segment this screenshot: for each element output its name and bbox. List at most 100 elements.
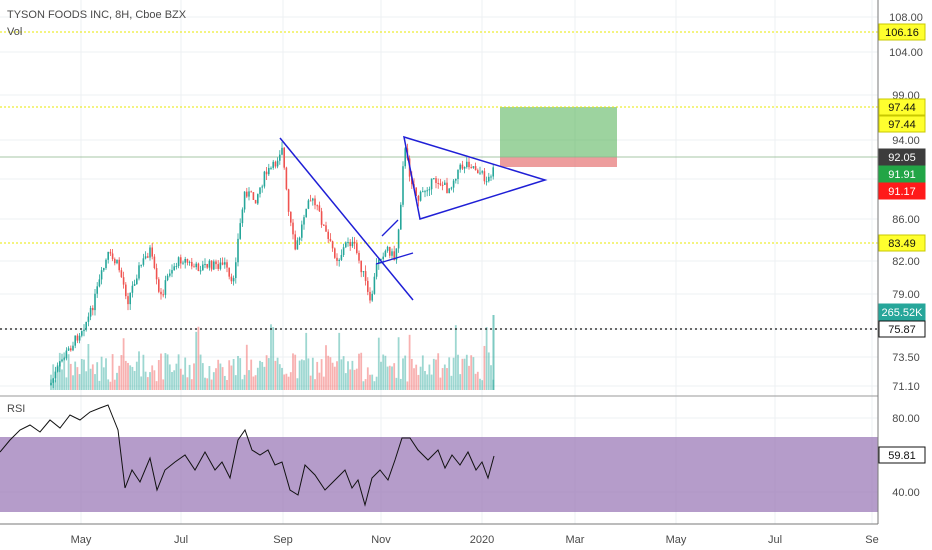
candle-body bbox=[305, 208, 307, 218]
volume-bar bbox=[452, 357, 455, 390]
volume-bar bbox=[435, 359, 437, 390]
volume-bar bbox=[318, 372, 321, 390]
candle-body bbox=[415, 187, 417, 196]
candle-body bbox=[89, 307, 92, 317]
candle-body bbox=[221, 262, 224, 265]
candle-body bbox=[362, 271, 365, 273]
volume-bar bbox=[210, 379, 213, 390]
volume-bar bbox=[199, 354, 202, 390]
candle-body bbox=[331, 241, 334, 249]
volume-bar bbox=[259, 360, 261, 390]
candle-body bbox=[180, 257, 182, 264]
candle-body bbox=[158, 279, 160, 292]
volume-label: Vol bbox=[7, 26, 22, 38]
channel-line-upper[interactable] bbox=[381, 219, 399, 237]
downtrend-line[interactable] bbox=[279, 137, 414, 301]
target-zone[interactable] bbox=[500, 107, 617, 157]
candle-body bbox=[215, 261, 217, 265]
candle-body bbox=[195, 263, 197, 268]
candle-body bbox=[468, 161, 470, 168]
trendlines[interactable] bbox=[279, 135, 548, 301]
volume-bar bbox=[404, 355, 407, 390]
volume-bar bbox=[342, 356, 345, 390]
volume-bar bbox=[54, 379, 57, 390]
volume-bar bbox=[386, 366, 389, 390]
volume-bar bbox=[408, 334, 411, 390]
candle-body bbox=[283, 147, 285, 168]
volume-bar bbox=[124, 360, 127, 390]
candle-body bbox=[481, 171, 483, 173]
candle-body bbox=[404, 148, 406, 167]
stop-zone[interactable] bbox=[500, 157, 617, 167]
volume-bar bbox=[287, 376, 290, 390]
candle-body bbox=[239, 223, 241, 239]
triangle-pattern[interactable] bbox=[403, 135, 548, 220]
volume-bar bbox=[320, 359, 323, 390]
volume-bar bbox=[426, 374, 429, 390]
candle-body bbox=[318, 205, 321, 212]
volume-bar bbox=[131, 366, 134, 390]
candle-body bbox=[105, 259, 107, 269]
candle-body bbox=[118, 259, 120, 271]
price-tick-label: 104.00 bbox=[889, 47, 923, 59]
candle-body bbox=[171, 270, 173, 274]
candle-body bbox=[320, 211, 323, 225]
volume-bar bbox=[221, 367, 224, 390]
volume-bar bbox=[278, 364, 281, 390]
volume-bar bbox=[353, 369, 356, 390]
volume-bar bbox=[127, 362, 129, 390]
candle-body bbox=[160, 291, 162, 295]
volume-bar bbox=[223, 375, 226, 390]
volume-bar bbox=[195, 331, 198, 390]
candle-body bbox=[219, 262, 222, 269]
volume-bar bbox=[474, 373, 477, 390]
volume-bar bbox=[303, 360, 305, 390]
volume-bar bbox=[252, 376, 255, 390]
candle-body bbox=[52, 378, 54, 383]
candle-body bbox=[76, 335, 79, 341]
volume-bar bbox=[177, 354, 180, 390]
candle-body bbox=[248, 191, 250, 197]
volume-bar bbox=[228, 360, 231, 390]
time-axis[interactable]: May Jul Sep Nov 2020 Mar May Jul Se bbox=[71, 534, 879, 546]
candle-body bbox=[230, 276, 233, 282]
candle-body bbox=[307, 200, 310, 209]
candle-body bbox=[402, 166, 404, 205]
candle-body bbox=[448, 188, 450, 194]
rsi-axis[interactable]: 80.00 40.00 bbox=[892, 413, 920, 499]
candle-body bbox=[114, 259, 116, 264]
candle-body bbox=[461, 164, 464, 169]
candle-body bbox=[261, 186, 263, 188]
rsi-value-tag: 59.81 bbox=[878, 446, 926, 464]
candle-body bbox=[213, 261, 215, 270]
candle-body bbox=[446, 182, 448, 194]
price-tag: 97.44 bbox=[878, 98, 926, 116]
time-tick-label: Jul bbox=[174, 534, 188, 546]
candle-body bbox=[386, 246, 389, 251]
candle-body bbox=[61, 359, 63, 362]
volume-bar bbox=[360, 352, 363, 390]
candle-body bbox=[193, 266, 195, 268]
volume-bar bbox=[243, 374, 246, 390]
candle-body bbox=[107, 251, 109, 260]
volume-bar bbox=[296, 378, 299, 390]
candle-body bbox=[131, 285, 134, 293]
svg-text:97.44: 97.44 bbox=[888, 119, 916, 131]
candle-body bbox=[186, 258, 189, 263]
volume-bar bbox=[325, 345, 327, 390]
channel-line-lower[interactable] bbox=[375, 252, 414, 265]
price-tick-label: 94.00 bbox=[892, 135, 920, 147]
volume-bar bbox=[283, 374, 286, 390]
volume-bar bbox=[140, 376, 143, 390]
candle-body bbox=[184, 258, 186, 263]
candle-body bbox=[488, 176, 490, 182]
volume-bar bbox=[265, 355, 268, 390]
volume-bar bbox=[300, 359, 303, 390]
svg-text:91.91: 91.91 bbox=[888, 169, 916, 181]
candle-body bbox=[276, 160, 279, 167]
candle-body bbox=[241, 209, 244, 224]
candle-body bbox=[285, 167, 288, 190]
volume-bar bbox=[186, 377, 189, 390]
candle-body bbox=[125, 284, 127, 297]
